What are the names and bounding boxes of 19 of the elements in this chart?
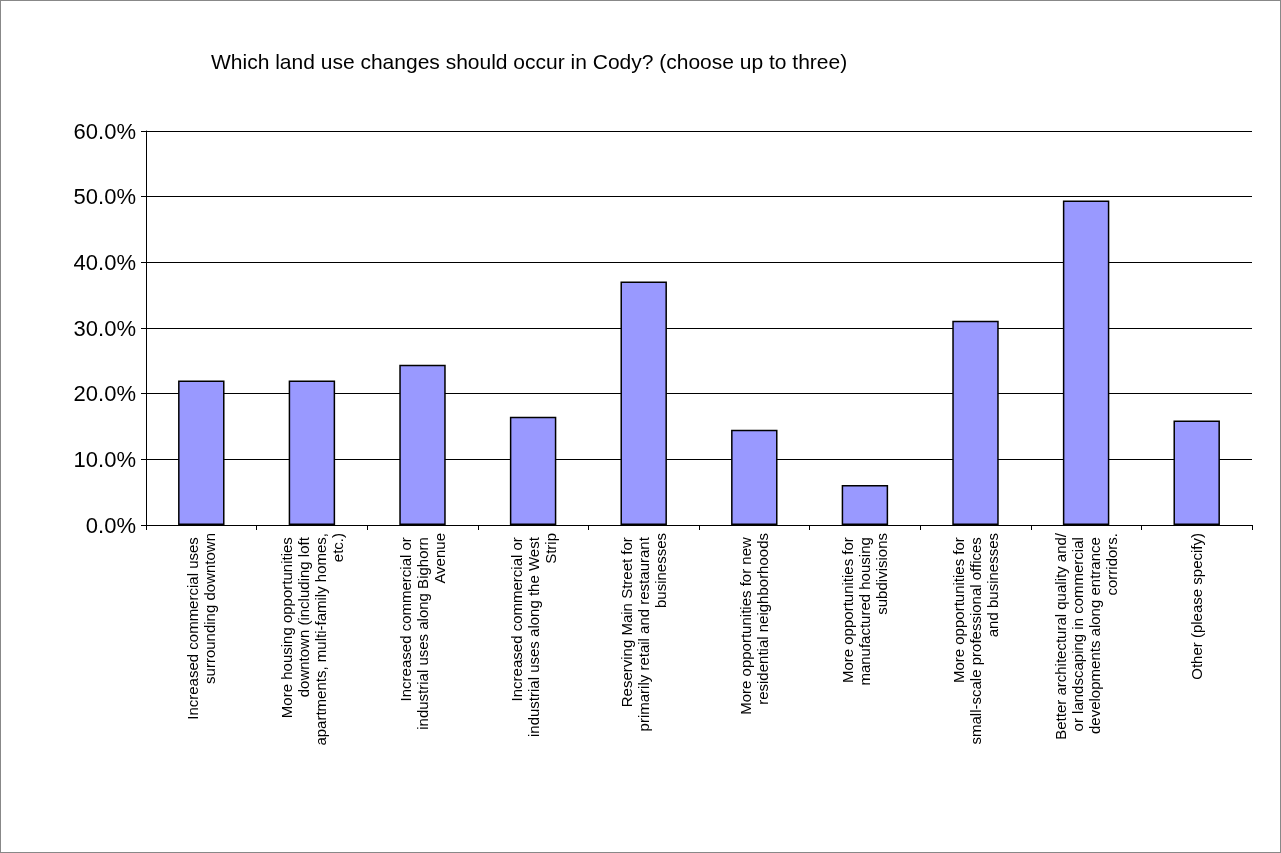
x-tick-label: Increased commercial or industrial uses along the West Strip (507, 533, 559, 738)
y-tick-label: 10.0% (73, 446, 136, 472)
x-tick-label: Increased commercial uses surrounding downtown (184, 533, 219, 720)
y-tick-label: 50.0% (73, 184, 136, 210)
x-tick-label: Increased commercial or industrial uses along Bighorn Avenue (397, 533, 448, 730)
x-tick-label: Other (please specify) (1188, 533, 1206, 680)
x-tick-label: Better architectural quality and/or landscaping in commercial developments along entrance corridors. (1052, 532, 1121, 740)
y-tick-label: 40.0% (73, 249, 136, 275)
chart-title: Which land use changes should occur in Cody? (choose up to three) (211, 50, 848, 73)
bar (841, 484, 889, 525)
x-tick-label: More opportunities for manufactured housing subdivisions (839, 533, 891, 686)
y-tick-label: 0.0% (85, 512, 136, 538)
x-tick-label: More opportunities for small-scale professional offices and businesses (950, 533, 1001, 745)
y-tick-label: 30.0% (73, 315, 136, 341)
y-tick-label: 60.0% (73, 118, 136, 144)
x-tick-label: Reserving Main Street for primarily retail and restaurant businesses (618, 533, 670, 732)
x-tick-label: More opportunities for new residential neighborhoods (737, 533, 772, 715)
y-tick-label: 20.0% (73, 381, 136, 407)
x-tick-label: More housing opportunities downtown (including loft apartments, multi-family homes, etc.) (277, 533, 346, 746)
